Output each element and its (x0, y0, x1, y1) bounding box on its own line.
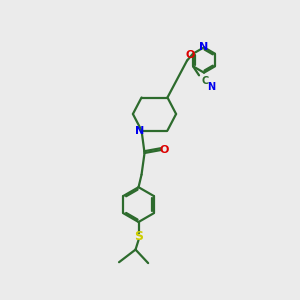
Text: N: N (200, 42, 208, 52)
Text: C: C (201, 76, 209, 86)
Text: S: S (134, 230, 143, 243)
Text: N: N (135, 126, 145, 136)
Text: O: O (185, 50, 195, 60)
Text: N: N (207, 82, 215, 92)
Text: O: O (160, 145, 169, 155)
